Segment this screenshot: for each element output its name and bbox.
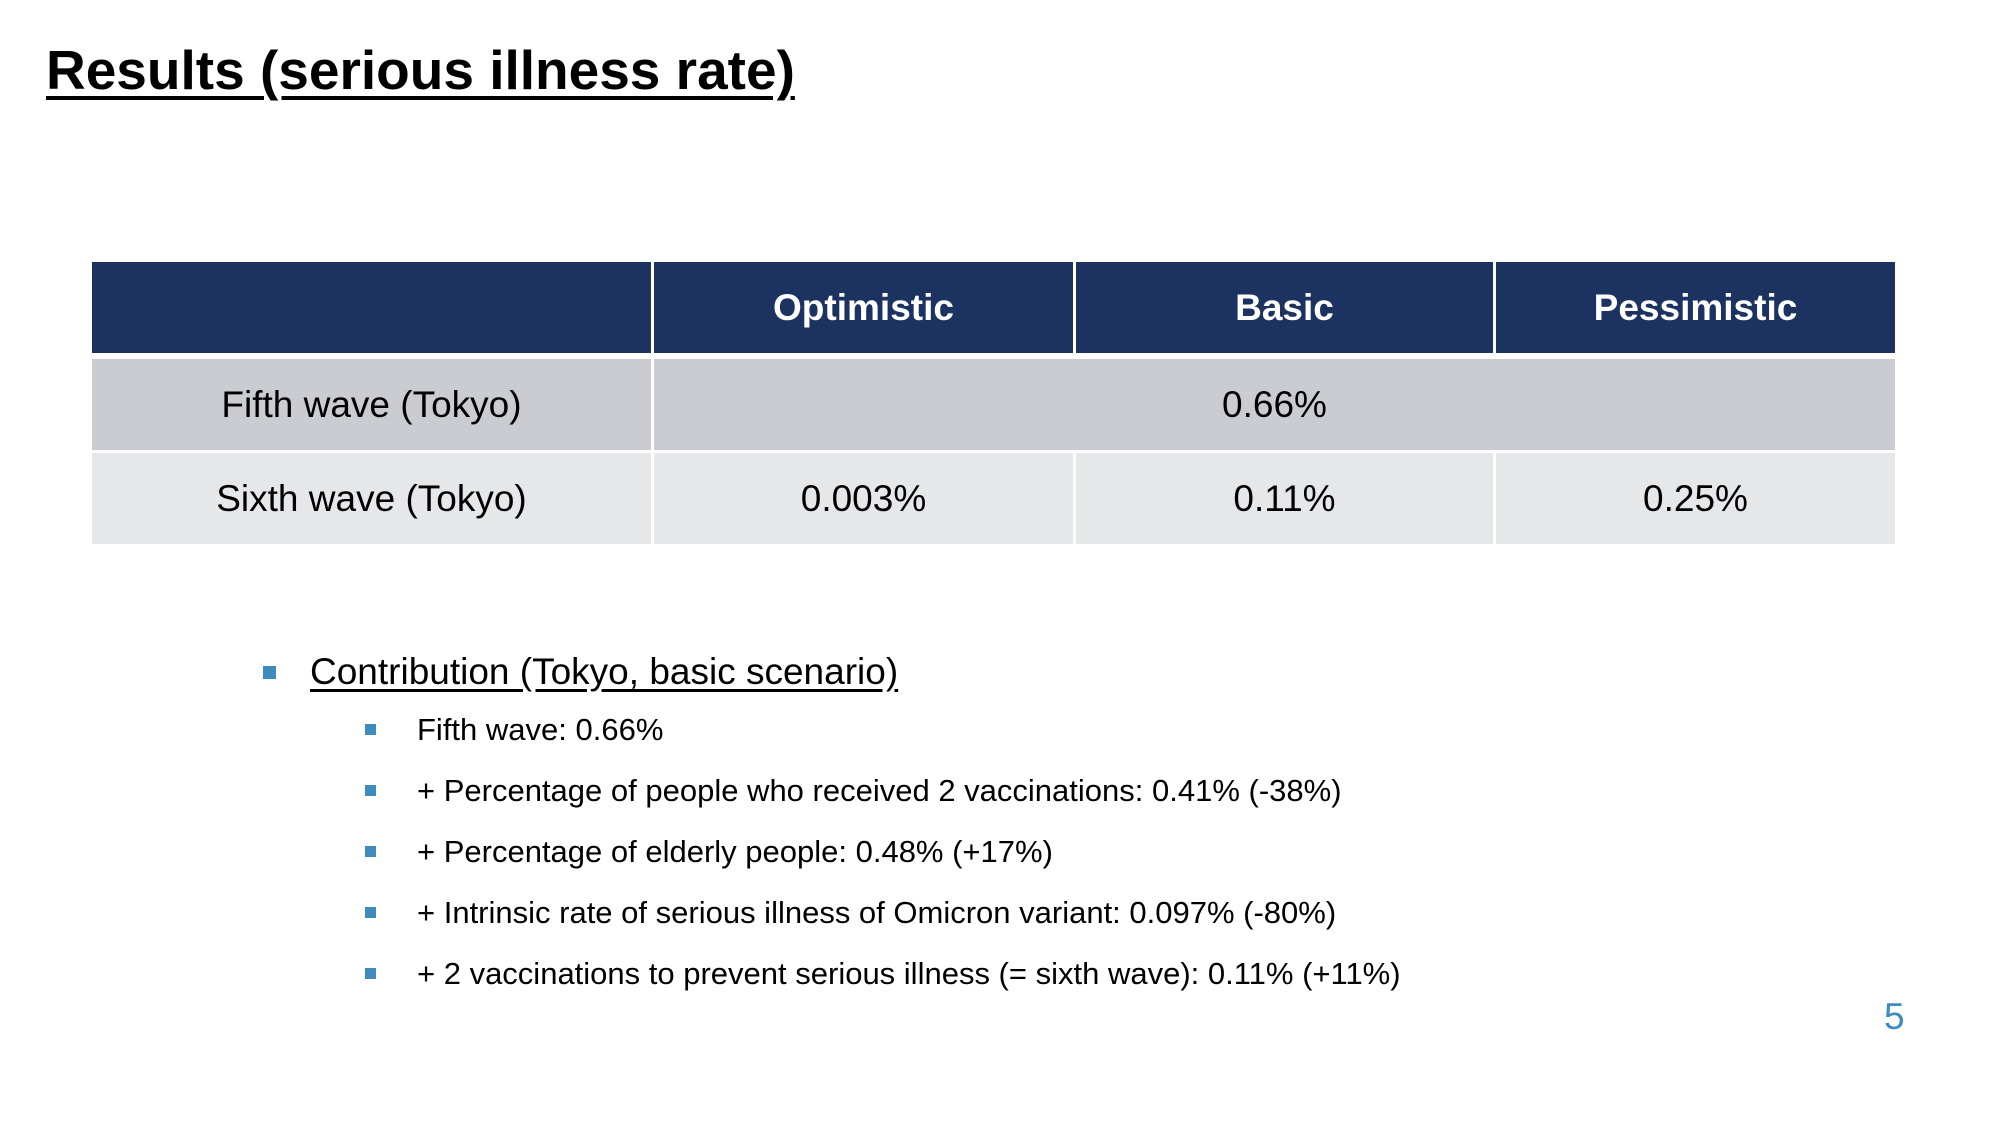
list-item-text: + 2 vaccinations to prevent serious illn… xyxy=(417,956,1401,991)
contribution-heading-item: Contribution (Tokyo, basic scenario) Fif… xyxy=(260,648,1401,1015)
row-label-sixth-wave: Sixth wave (Tokyo) xyxy=(89,450,654,547)
square-bullet-icon xyxy=(365,846,376,857)
list-item-text: + Percentage of elderly people: 0.48% (+… xyxy=(417,834,1053,869)
square-bullet-icon xyxy=(365,968,376,979)
row-label-fifth-wave: Fifth wave (Tokyo) xyxy=(89,354,654,453)
list-item: + Percentage of elderly people: 0.48% (+… xyxy=(310,832,1401,893)
list-item: Fifth wave: 0.66% xyxy=(310,710,1401,771)
table-header-row: Optimistic Basic Pessimistic xyxy=(89,259,1898,359)
list-item-text: Fifth wave: 0.66% xyxy=(417,712,664,747)
list-item-text: + Intrinsic rate of serious illness of O… xyxy=(417,895,1337,930)
table-row: Sixth wave (Tokyo) 0.003% 0.11% 0.25% xyxy=(89,450,1898,547)
slide-title: Results (serious illness rate) xyxy=(46,39,795,101)
sixth-wave-basic: 0.11% xyxy=(1073,450,1496,547)
square-bullet-icon xyxy=(263,666,276,679)
header-optimistic: Optimistic xyxy=(651,259,1076,359)
square-bullet-icon xyxy=(365,907,376,918)
sixth-wave-pessimistic: 0.25% xyxy=(1493,450,1898,547)
table-row: Fifth wave (Tokyo) 0.66% xyxy=(89,354,1898,453)
list-item-text: + Percentage of people who received 2 va… xyxy=(417,773,1342,808)
list-item: + Intrinsic rate of serious illness of O… xyxy=(310,893,1401,954)
sixth-wave-optimistic: 0.003% xyxy=(651,450,1076,547)
list-item: + 2 vaccinations to prevent serious illn… xyxy=(310,954,1401,1015)
header-empty-cell xyxy=(89,259,654,359)
fifth-wave-merged-value: 0.66% xyxy=(651,354,1898,453)
contribution-sublist: Fifth wave: 0.66% + Percentage of people… xyxy=(310,710,1401,1015)
square-bullet-icon xyxy=(365,785,376,796)
contribution-heading: Contribution (Tokyo, basic scenario) xyxy=(310,651,899,692)
contribution-list: Contribution (Tokyo, basic scenario) Fif… xyxy=(260,648,1401,1015)
page-number: 5 xyxy=(1884,996,1905,1037)
header-pessimistic: Pessimistic xyxy=(1493,259,1898,359)
results-table: Optimistic Basic Pessimistic Fifth wave … xyxy=(89,259,1898,547)
header-basic: Basic xyxy=(1073,259,1496,359)
list-item: + Percentage of people who received 2 va… xyxy=(310,771,1401,832)
square-bullet-icon xyxy=(365,724,376,735)
